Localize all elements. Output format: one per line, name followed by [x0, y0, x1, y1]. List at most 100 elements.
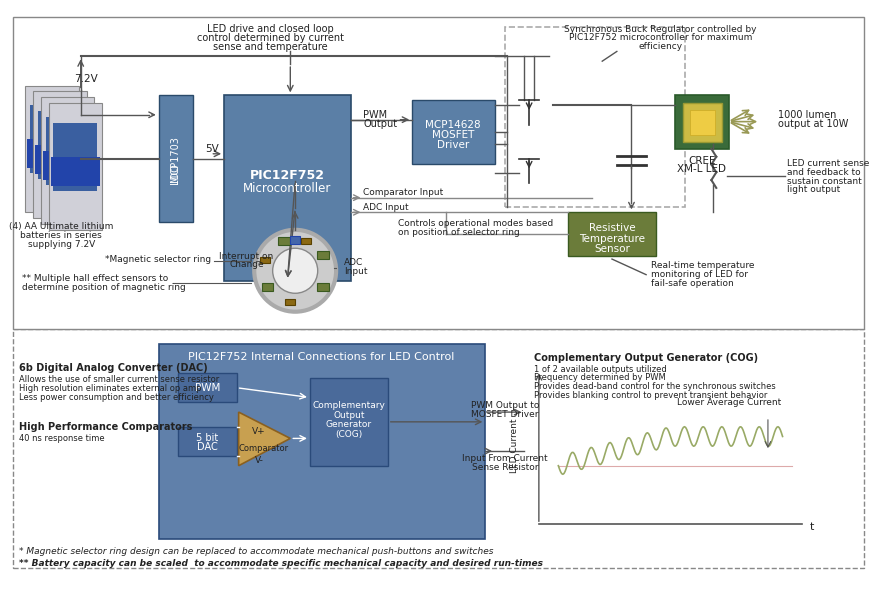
Text: PIC12F752 Internal Connections for LED Control: PIC12F752 Internal Connections for LED C… — [189, 352, 455, 362]
Bar — [290, 236, 300, 244]
Text: determine position of magnetic ring: determine position of magnetic ring — [22, 283, 186, 292]
Text: High Performance Comparators: High Performance Comparators — [19, 422, 193, 432]
Text: ** Multiple hall effect sensors to: ** Multiple hall effect sensors to — [22, 274, 168, 283]
Text: Complementary Output Generator (COG): Complementary Output Generator (COG) — [534, 353, 758, 364]
Text: Change: Change — [229, 260, 264, 269]
Bar — [50, 157, 100, 186]
Text: Less power consumption and better efficiency: Less power consumption and better effici… — [19, 393, 214, 402]
Text: 7.2V: 7.2V — [74, 74, 97, 84]
Text: 1 of 2 available outputs utilized: 1 of 2 available outputs utilized — [534, 365, 666, 374]
Bar — [53, 122, 97, 191]
Bar — [46, 117, 89, 185]
Text: 40 ns response time: 40 ns response time — [19, 434, 105, 443]
Bar — [317, 283, 328, 290]
Bar — [317, 251, 328, 259]
Text: sustain constant: sustain constant — [788, 176, 862, 185]
Bar — [42, 151, 92, 180]
Polygon shape — [239, 412, 290, 466]
Text: light output: light output — [788, 185, 841, 194]
Text: * Magnetic selector ring design can be replaced to accommodate mechanical push-b: * Magnetic selector ring design can be r… — [19, 547, 494, 556]
Text: 6b Digital Analog Converter (DAC): 6b Digital Analog Converter (DAC) — [19, 363, 208, 373]
Bar — [13, 329, 865, 568]
Text: Temperature: Temperature — [579, 233, 645, 244]
Text: Provides blanking control to prevent transient behavior: Provides blanking control to prevent tra… — [534, 391, 767, 400]
Bar — [178, 373, 236, 403]
Text: and feedback to: and feedback to — [788, 168, 861, 177]
Text: Comparator Input: Comparator Input — [364, 188, 443, 197]
Text: MCP14628: MCP14628 — [426, 119, 481, 130]
Bar — [504, 27, 685, 208]
Text: t: t — [810, 522, 814, 532]
Text: MCP1703: MCP1703 — [170, 136, 181, 182]
Text: ADC: ADC — [344, 259, 363, 268]
Bar — [30, 105, 74, 173]
Bar — [49, 103, 102, 230]
Bar — [285, 299, 295, 305]
Text: sense and temperature: sense and temperature — [213, 41, 328, 52]
Text: Output: Output — [333, 410, 365, 419]
Text: ADC Input: ADC Input — [364, 203, 409, 212]
Text: High resolution eliminates external op amp: High resolution eliminates external op a… — [19, 384, 202, 393]
Bar — [158, 344, 485, 539]
Text: monitoring of LED for: monitoring of LED for — [651, 270, 748, 279]
Bar — [178, 427, 236, 456]
Bar — [35, 145, 85, 174]
Text: Real-time temperature: Real-time temperature — [651, 262, 755, 271]
Text: supplying 7.2V: supplying 7.2V — [27, 240, 95, 249]
Text: V+: V+ — [252, 427, 266, 436]
Bar — [25, 86, 79, 212]
Bar — [262, 283, 273, 290]
Text: MOSFET: MOSFET — [432, 130, 474, 140]
Bar — [41, 97, 95, 224]
Text: Frequency determined by PWM: Frequency determined by PWM — [534, 373, 666, 382]
Bar — [13, 17, 865, 329]
Text: Allows the use of smaller current sense resistor: Allows the use of smaller current sense … — [19, 376, 219, 385]
Text: PIC12F752 microcontroller for maximum: PIC12F752 microcontroller for maximum — [569, 33, 752, 42]
Text: output at 10W: output at 10W — [778, 119, 848, 128]
Text: Synchronous Buck Regulator controlled by: Synchronous Buck Regulator controlled by — [565, 25, 757, 34]
Text: PWM: PWM — [195, 383, 220, 393]
Text: PIC12F752: PIC12F752 — [250, 169, 325, 182]
Text: Provides dead-band control for the synchronous switches: Provides dead-band control for the synch… — [534, 382, 776, 391]
Text: 5V: 5V — [205, 144, 219, 154]
Text: batteries in series: batteries in series — [20, 231, 102, 240]
Text: PWM: PWM — [364, 110, 388, 120]
Bar — [224, 95, 350, 281]
Text: LED current sense: LED current sense — [788, 159, 870, 168]
Text: Complementary: Complementary — [312, 401, 385, 410]
Text: Resistive: Resistive — [589, 223, 635, 233]
Text: LED Current: LED Current — [510, 419, 519, 473]
Text: V-: V- — [255, 457, 264, 466]
Text: XM-L LED: XM-L LED — [677, 164, 727, 175]
Bar — [38, 111, 81, 179]
Text: Sense Resistor: Sense Resistor — [472, 463, 538, 472]
Text: fail-safe operation: fail-safe operation — [651, 279, 734, 288]
Text: *Magnetic selector ring: *Magnetic selector ring — [105, 254, 212, 263]
Text: control determined by current: control determined by current — [197, 33, 344, 43]
Text: ** Battery capacity can be scaled  to accommodate specific mechanical capacity a: ** Battery capacity can be scaled to acc… — [19, 559, 543, 568]
Text: Lower Average Current: Lower Average Current — [677, 398, 781, 407]
Text: (COG): (COG) — [335, 430, 363, 439]
Bar — [260, 257, 270, 263]
Bar — [279, 237, 290, 245]
Text: 5 bit: 5 bit — [196, 433, 219, 443]
Text: Interrupt on: Interrupt on — [219, 251, 273, 260]
Text: Generator: Generator — [326, 420, 372, 429]
Text: efficiency: efficiency — [639, 42, 682, 51]
Bar — [690, 110, 715, 135]
Bar — [675, 95, 729, 149]
Text: 1000 lumen: 1000 lumen — [778, 110, 836, 120]
Text: (4) AA Ultimate lithium: (4) AA Ultimate lithium — [9, 223, 113, 232]
Text: MOSFET Driver: MOSFET Driver — [471, 410, 538, 419]
Bar — [683, 103, 722, 142]
Circle shape — [254, 230, 336, 311]
Text: PWM Output to: PWM Output to — [471, 401, 539, 410]
Text: Output: Output — [364, 119, 397, 128]
Bar — [33, 91, 87, 218]
Text: Microcontroller: Microcontroller — [243, 182, 332, 196]
Text: LED drive and closed loop: LED drive and closed loop — [207, 24, 335, 34]
Text: Comparator: Comparator — [239, 443, 289, 452]
Bar — [568, 212, 656, 256]
Text: DAC: DAC — [197, 442, 218, 452]
Bar — [27, 139, 77, 169]
